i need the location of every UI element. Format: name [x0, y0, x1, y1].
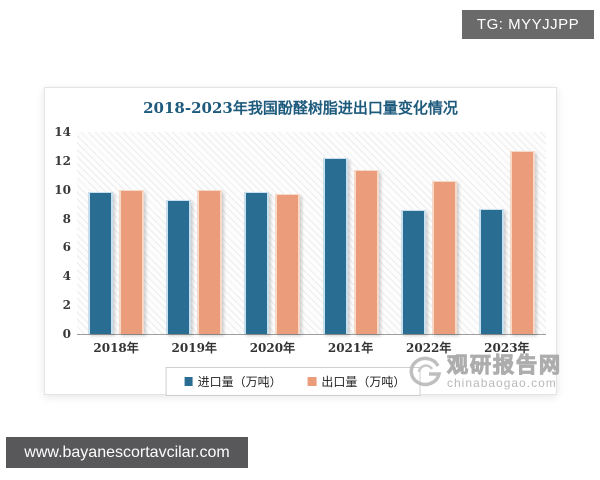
y-tick-label: 0: [62, 327, 71, 341]
plot-area: 14 12 10 8 6 4 2 0: [54, 125, 546, 341]
legend-label: 出口量（万吨）: [321, 375, 406, 389]
legend-swatch-icon: [184, 377, 193, 386]
bar-group: [166, 190, 223, 334]
bar: [322, 158, 348, 334]
bar-group: [244, 192, 301, 334]
y-tick-label: 6: [62, 240, 71, 255]
site-badge: www.bayanescortavcilar.com: [6, 437, 248, 468]
x-tick-label: 2021年: [327, 341, 374, 355]
bar-group: [400, 181, 457, 334]
bar: [244, 192, 270, 334]
x-tick-label: 2022年: [406, 341, 452, 355]
x-tick-label: 2023年: [484, 341, 530, 355]
bars: [77, 132, 546, 334]
watermark-domain: chinabaogao.com: [447, 375, 557, 390]
tg-badge-text: TG: MYYJJPP: [476, 16, 580, 33]
watermark-text: 观研报告网 chinabaogao.com: [447, 353, 562, 390]
bar: [275, 194, 301, 334]
bar: [509, 151, 535, 334]
y-tick-label: 14: [54, 125, 71, 139]
tg-badge: TG: MYYJJPP: [462, 10, 594, 39]
watermark: 观研报告网 chinabaogao.com: [405, 352, 562, 392]
bar: [166, 200, 192, 334]
y-tick-label: 2: [62, 298, 71, 313]
legend-label: 进口量（万吨）: [197, 375, 282, 389]
y-tick-label: 8: [62, 211, 71, 226]
site-badge-text: www.bayanescortavcilar.com: [24, 443, 230, 461]
bar: [400, 210, 426, 334]
legend: 进口量（万吨） 出口量（万吨）: [165, 367, 421, 396]
bar-group: [88, 190, 145, 334]
y-tick-label: 12: [54, 153, 71, 168]
bar-group: [478, 151, 535, 334]
bar: [197, 190, 223, 334]
bar-group: [322, 158, 379, 334]
bar: [353, 170, 379, 334]
legend-item: 进口量（万吨）: [184, 373, 282, 390]
y-tick-label: 4: [62, 269, 71, 284]
x-tick-label: 2019年: [171, 341, 217, 355]
chart-card: 2018-2023年我国酚醛树脂进出口量变化情况 14 12 10 8 6 4 2 0 201…: [44, 87, 561, 396]
bar: [431, 181, 457, 334]
bar: [119, 190, 145, 334]
x-tick-label: 2018年: [93, 341, 139, 355]
x-axis: 2018年 2019年 2020年 2021年 2022年 2023年: [77, 339, 546, 356]
bar: [88, 192, 114, 334]
legend-swatch-icon: [307, 377, 317, 386]
bar: [478, 209, 504, 334]
watermark-brand: 观研报告网: [447, 353, 562, 377]
legend-item: 出口量（万吨）: [307, 373, 406, 390]
x-tick-label: 2020年: [249, 341, 296, 355]
y-tick-label: 10: [54, 182, 71, 197]
chart-title: 2018-2023年我国酚醛树脂进出口量变化情况: [143, 99, 458, 117]
